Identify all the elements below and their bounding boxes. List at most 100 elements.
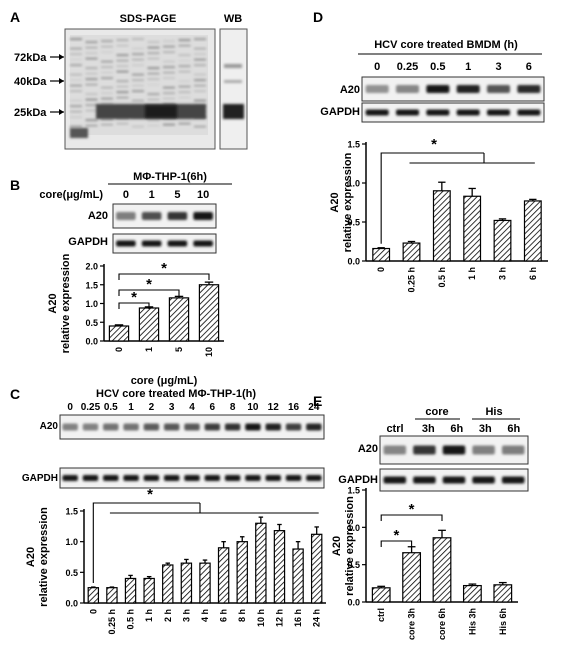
y-tick-label: 2.0 — [85, 262, 98, 272]
bar — [432, 537, 452, 603]
x-tick-label: 3 h — [181, 609, 191, 622]
panel-e: E core His ctrl 3h 6h 3h 6h A20 GAPDH 0.00.… — [313, 393, 529, 640]
blot-band — [143, 423, 160, 431]
panel-label-c: C — [10, 386, 20, 402]
wb-title: WB — [224, 13, 242, 25]
x-tick-label: 0.5 h — [437, 267, 447, 288]
blot-band — [306, 475, 322, 481]
gel-band — [101, 77, 113, 80]
gel-band — [70, 116, 82, 119]
lane-label: 6h — [507, 423, 520, 435]
x-tick-label: 10 — [204, 347, 214, 357]
gel-band — [178, 59, 191, 62]
blot-b-a20-label: A20 — [88, 210, 108, 222]
x-tick-label: 0 — [88, 609, 98, 614]
gel-band — [101, 45, 113, 48]
blot-band — [224, 475, 241, 481]
significance-bracket — [118, 302, 150, 309]
blot-e-gapdh-label: GAPDH — [338, 474, 378, 486]
x-tick-label: core 6h — [437, 608, 447, 640]
panel-b-title: MΦ-THP-1(6h) — [133, 171, 207, 183]
bar — [124, 577, 137, 604]
gel-band — [116, 80, 129, 83]
bar — [292, 548, 304, 604]
y-tick-label: 0.0 — [65, 599, 78, 609]
gel-band — [163, 40, 175, 43]
gel-band — [147, 46, 160, 49]
gel-band — [163, 97, 175, 100]
gel-band — [194, 125, 206, 128]
gel-band — [101, 51, 113, 54]
significance-bracket — [118, 273, 210, 280]
blot-band — [204, 475, 221, 481]
lane-label: 6 — [526, 61, 532, 73]
gel-band — [70, 99, 82, 102]
y-tick-label: 0.5 — [347, 560, 360, 570]
gel-band — [178, 44, 191, 47]
gel-band — [147, 57, 160, 60]
marker-40kda: 40kDa — [14, 76, 47, 88]
gel-band — [147, 52, 160, 55]
bar — [255, 522, 267, 604]
significance-bracket — [118, 289, 180, 296]
gel-band — [132, 90, 144, 93]
panel-label-b: B — [10, 177, 20, 193]
blot-c-a20-label: A20 — [40, 421, 59, 432]
significance-star: * — [393, 527, 399, 544]
y-tick-label: 1.0 — [85, 299, 98, 309]
gel-band — [147, 78, 160, 81]
gel-band — [132, 99, 144, 102]
gel-band — [101, 97, 113, 100]
lane-label: 3h — [479, 423, 492, 435]
bar — [199, 562, 211, 604]
x-tick-label: 2 h — [163, 609, 173, 622]
blot-band — [167, 240, 188, 247]
blot-band — [456, 109, 480, 116]
blot-band — [143, 475, 160, 481]
panel-b: B MΦ-THP-1(6h) core(μg/mL) 0 1 5 10 A20 GAP… — [10, 171, 232, 387]
blot-band — [123, 423, 139, 431]
significance-bracket — [380, 152, 484, 244]
blot-band — [426, 85, 450, 93]
gel-band — [194, 58, 206, 61]
gel-band — [85, 72, 98, 75]
dose-header: core(μg/mL) — [39, 189, 103, 201]
lane-label: 2 — [149, 402, 155, 413]
blot-band — [472, 476, 495, 484]
gel-band — [70, 90, 82, 93]
gel-band — [70, 105, 82, 108]
gel-band — [194, 90, 206, 93]
lane-label: 5 — [174, 189, 180, 201]
gel-image — [64, 28, 216, 150]
gel-band — [178, 122, 191, 125]
blot-band — [141, 212, 162, 220]
gel-band — [101, 123, 113, 126]
lane-label: 0.5 — [104, 402, 118, 413]
significance-bracket — [380, 514, 443, 521]
significance-star: * — [147, 486, 153, 503]
y-axis-label: A20relative expression — [331, 496, 356, 596]
gel-band — [116, 70, 129, 73]
bar — [180, 562, 193, 604]
panel-label-e: E — [313, 393, 322, 409]
blot-band — [501, 445, 525, 455]
blot-band — [103, 423, 119, 431]
significance-bracket — [380, 540, 413, 547]
gel-band — [85, 41, 98, 44]
gel-band — [85, 83, 98, 86]
gel-band — [85, 93, 98, 96]
significance-star: * — [431, 136, 437, 153]
blot-d-gapdh — [361, 102, 545, 123]
blot-band — [103, 475, 119, 481]
blot-band — [163, 475, 180, 481]
x-tick-label: 8 h — [237, 609, 247, 622]
bar — [402, 552, 422, 603]
blot-band — [62, 423, 78, 431]
y-tick-label: 1.5 — [347, 140, 360, 150]
lane-label: 1 — [149, 189, 155, 201]
bar — [310, 533, 323, 604]
blot-band — [193, 240, 213, 247]
gel-band — [194, 99, 206, 102]
gel-band — [147, 72, 160, 75]
time-labels-d: 0 0.25 0.5 1 3 6 — [374, 61, 532, 73]
